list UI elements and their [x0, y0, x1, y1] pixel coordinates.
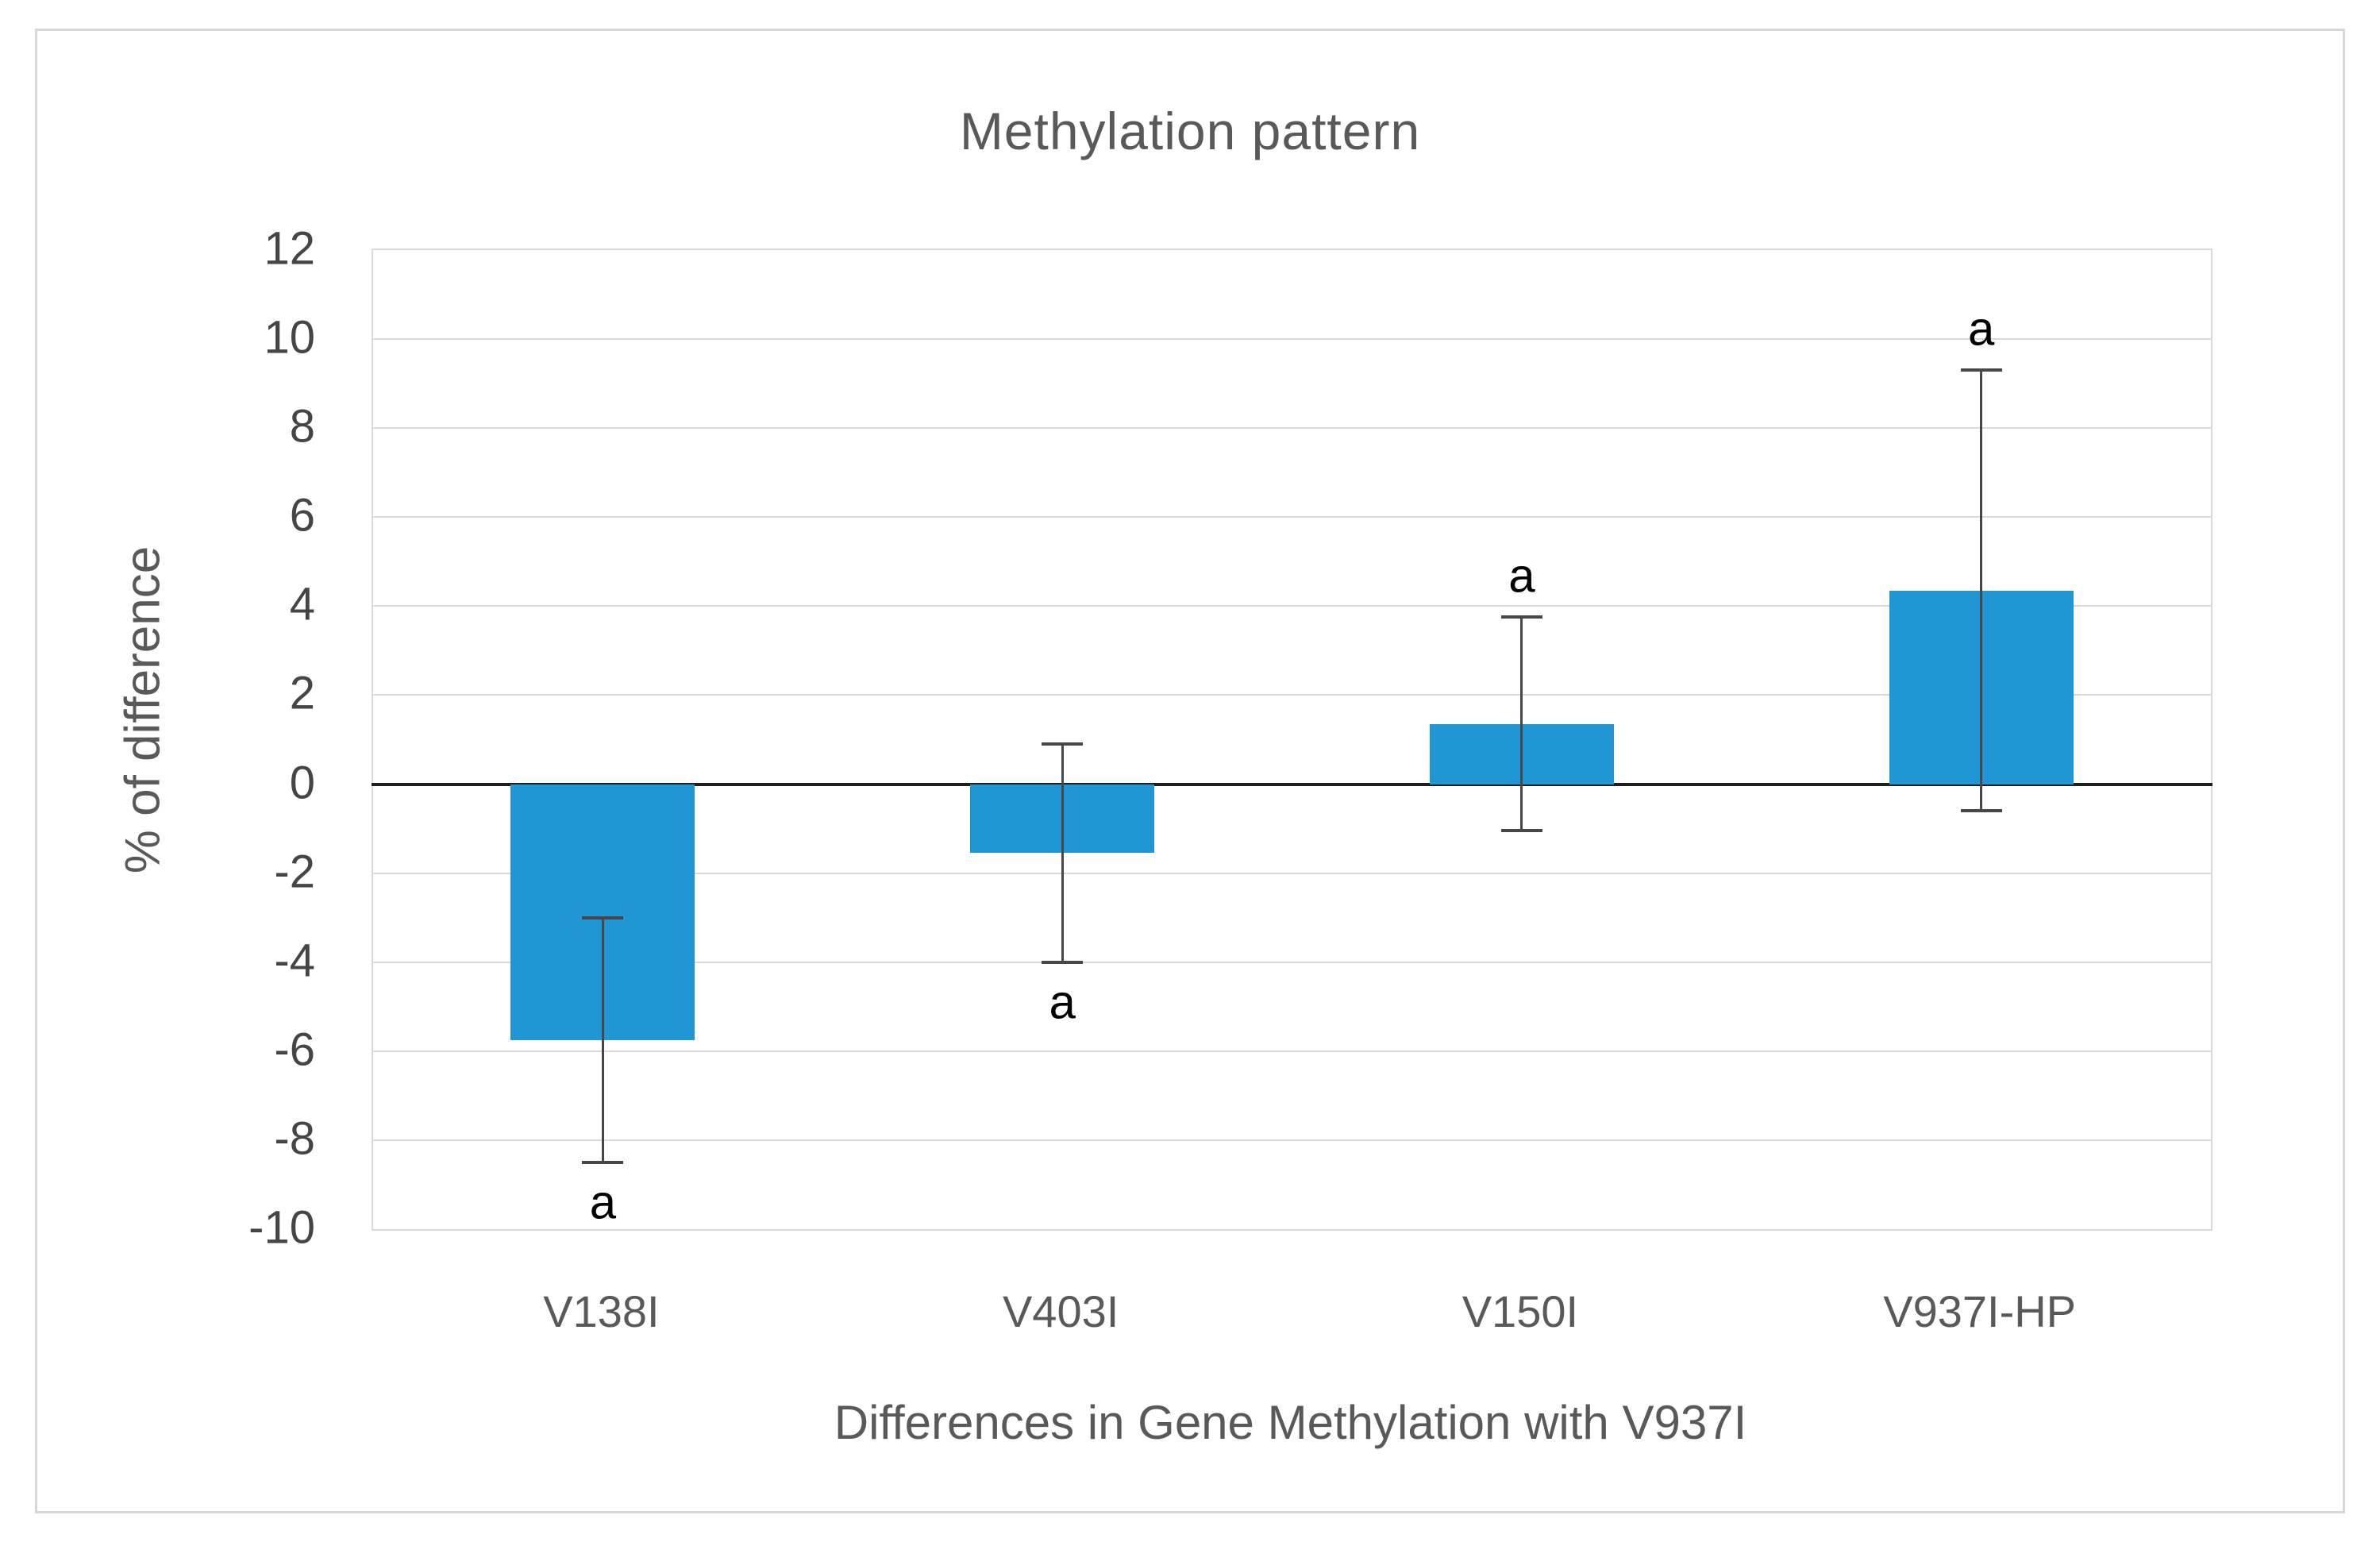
- x-axis-category-label: V937I-HP: [1883, 1286, 2077, 1336]
- error-bar-cap-top: [1500, 615, 1542, 619]
- gridline: [373, 872, 2211, 874]
- error-bar-cap-bottom: [582, 1160, 624, 1164]
- y-axis-tick-label: 0: [289, 757, 315, 809]
- plot-area: a a a a: [372, 249, 2212, 1231]
- y-axis-tick-label: 2: [289, 667, 315, 719]
- gridline: [373, 961, 2211, 963]
- y-axis-tick-label: 4: [289, 578, 315, 630]
- error-bar-cap-top: [582, 916, 624, 919]
- x-axis-category-label: V150I: [1462, 1286, 1579, 1336]
- chart-title: Methylation pattern: [959, 102, 1421, 160]
- x-axis-zero-line: [372, 782, 2212, 786]
- error-bar: [1520, 617, 1523, 831]
- y-axis-tick-label: -4: [274, 935, 315, 987]
- error-bar: [601, 917, 604, 1162]
- y-axis-tick-label: 10: [264, 311, 315, 364]
- error-bar-cap-bottom: [1960, 809, 2002, 813]
- significance-letter: a: [589, 1175, 617, 1229]
- significance-letter: a: [1049, 975, 1076, 1029]
- gridline: [373, 1050, 2211, 1052]
- significance-letter: a: [1508, 549, 1535, 603]
- x-axis-title: Differences in Gene Methylation with V93…: [834, 1396, 1747, 1449]
- y-axis-tick-label: 12: [264, 222, 315, 275]
- gridline: [373, 605, 2211, 607]
- error-bar-cap-top: [1042, 742, 1084, 746]
- x-axis-category-label: V138I: [543, 1286, 660, 1336]
- error-bar: [1061, 744, 1064, 962]
- error-bar: [1980, 370, 1983, 811]
- gridline: [373, 1139, 2211, 1141]
- y-axis-tick-label: 6: [289, 489, 315, 542]
- y-axis-tick-label: 8: [289, 400, 315, 453]
- y-axis-tick-label: -2: [274, 846, 315, 898]
- y-axis-tick-label: -10: [248, 1201, 315, 1254]
- error-bar-cap-bottom: [1500, 829, 1542, 833]
- error-bar-cap-bottom: [1042, 960, 1084, 964]
- gridline: [373, 427, 2211, 430]
- x-axis-category-label: V403I: [1002, 1286, 1119, 1336]
- error-bar-cap-top: [1960, 368, 2002, 372]
- y-axis-tick-label: -8: [274, 1112, 315, 1165]
- y-axis-tick-label: -6: [274, 1024, 315, 1076]
- significance-letter: a: [1967, 302, 1995, 356]
- gridline: [373, 694, 2211, 696]
- gridline: [373, 338, 2211, 341]
- gridline: [373, 516, 2211, 518]
